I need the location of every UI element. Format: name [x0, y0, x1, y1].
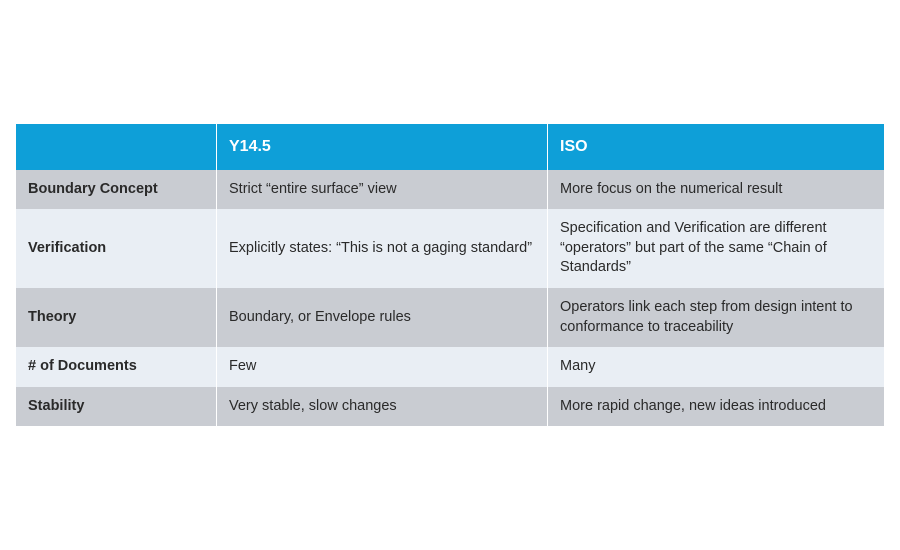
table-row: # of Documents Few Many: [16, 347, 884, 387]
header-blank: [16, 124, 216, 170]
comparison-table-container: Y14.5 ISO Boundary Concept Strict “entir…: [15, 124, 885, 427]
cell-iso: Operators link each step from design int…: [548, 288, 884, 347]
header-y145: Y14.5: [217, 124, 547, 170]
cell-y145: Boundary, or Envelope rules: [217, 288, 547, 347]
comparison-table: Y14.5 ISO Boundary Concept Strict “entir…: [15, 124, 885, 427]
table-row: Verification Explicitly states: “This is…: [16, 209, 884, 288]
cell-y145: Strict “entire surface” view: [217, 170, 547, 210]
table-header-row: Y14.5 ISO: [16, 124, 884, 170]
row-label: Theory: [16, 288, 216, 347]
row-label: # of Documents: [16, 347, 216, 387]
cell-iso: More focus on the numerical result: [548, 170, 884, 210]
row-label: Boundary Concept: [16, 170, 216, 210]
header-iso: ISO: [548, 124, 884, 170]
table-row: Boundary Concept Strict “entire surface”…: [16, 170, 884, 210]
cell-iso: More rapid change, new ideas introduced: [548, 387, 884, 427]
row-label: Stability: [16, 387, 216, 427]
row-label: Verification: [16, 209, 216, 288]
table-row: Stability Very stable, slow changes More…: [16, 387, 884, 427]
cell-iso: Many: [548, 347, 884, 387]
cell-iso: Specification and Verification are diffe…: [548, 209, 884, 288]
cell-y145: Few: [217, 347, 547, 387]
cell-y145: Explicitly states: “This is not a gaging…: [217, 209, 547, 288]
table-row: Theory Boundary, or Envelope rules Opera…: [16, 288, 884, 347]
cell-y145: Very stable, slow changes: [217, 387, 547, 427]
